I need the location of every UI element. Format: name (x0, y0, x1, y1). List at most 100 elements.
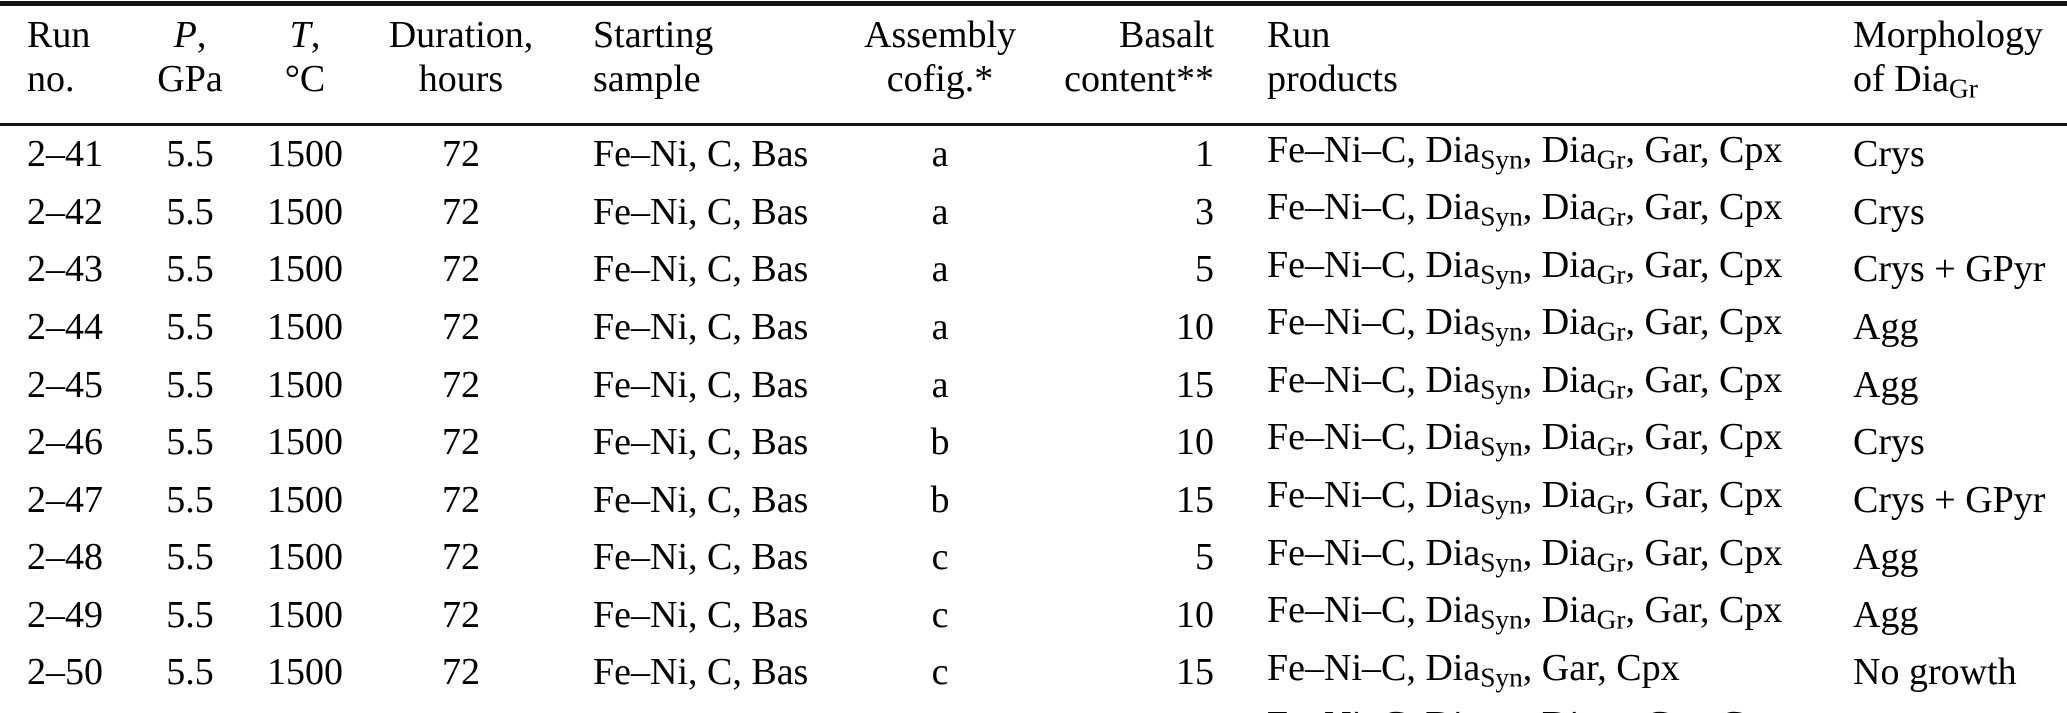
header-line-1: Assembly (864, 14, 1016, 56)
cell-assembly-config: c (931, 593, 949, 636)
cell-pressure: 5.5 (166, 478, 214, 521)
column-header-temperature: T, °C (245, 4, 365, 125)
cell-run-no: 2–46 (27, 421, 103, 464)
cell-run-products: Fe–Ni–C, DiaSyn, DiaGr, Gar, Cpx (1267, 358, 1783, 405)
cell-pressure: 5.5 (166, 248, 214, 291)
cell-basalt-content: 15 (1176, 651, 1214, 694)
cell-temperature: 1500 (267, 536, 343, 579)
column-header-pressure: P, GPa (135, 4, 245, 125)
cell-run-products: Fe–Ni–C, DiaSyn, DiaGr, Gar, Cpx (1216, 701, 1840, 713)
cell-morphology: Agg (1853, 536, 1919, 579)
cell-morphology: Agg (1853, 306, 1919, 349)
table-row: 2–42 5.5 1500 72 Fe–Ni, C, Bas a 3 Fe–Ni–C, Dia… (0, 183, 2067, 241)
column-header-starting-sample: Starting sample (557, 4, 860, 125)
cell-starting-sample: Fe–Ni, C, Bas (593, 593, 809, 636)
cell-run-products: Fe–Ni–C, DiaSyn, DiaGr, Gar, Cpx (1267, 128, 1783, 175)
header-line-1: Run (1267, 14, 1331, 56)
cell-pressure: 5.5 (166, 133, 214, 176)
column-header-duration: Duration, hours (365, 4, 557, 125)
cell-duration: 72 (442, 133, 480, 176)
header-line-1: Run (27, 14, 91, 56)
italic-text: P (173, 14, 197, 56)
column-header-assembly-config: Assembly cofig.* (860, 4, 1020, 125)
subscript-text: Syn (1480, 259, 1523, 290)
cell-run-no: 2–41 (27, 133, 103, 176)
cell-assembly-config: b (930, 478, 950, 521)
cell-run-no: 2–43 (27, 248, 103, 291)
cell-basalt-content: 10 (1176, 306, 1214, 349)
cell-assembly-config: a (931, 306, 949, 349)
cell-temperature: 1500 (267, 190, 343, 233)
cell-run-products: Fe–Ni–C, DiaSyn, DiaGr, Gar, Cpx (1267, 301, 1783, 347)
cell-run-products: Fe–Ni–C, DiaSyn, DiaGr, Gar, Cpx (1267, 589, 1783, 635)
table-row: 2–49 5.5 1500 72 Fe–Ni, C, Bas c 10 Fe–Ni–C, Di… (0, 586, 2067, 644)
cell-run-no: 2–51 (0, 701, 135, 713)
cell-assembly-config: c (931, 536, 949, 579)
column-header-basalt-content: Basalt content** (1020, 4, 1216, 125)
subscript-text: Syn (1480, 374, 1523, 405)
cell-morphology: Agg (1853, 363, 1919, 406)
subscript-text: Gr (1949, 73, 1978, 104)
cell-starting-sample: Fe–Ni, C, Bas (593, 536, 809, 579)
cell-duration: 72 (442, 190, 480, 233)
cell-basalt-content: 10 (1176, 593, 1214, 636)
header-line-2: GPa (157, 58, 223, 100)
cell-run-no: 2–45 (27, 363, 103, 406)
cell-basalt-content: 3 (1195, 190, 1214, 233)
cell-duration: 72 (442, 651, 480, 694)
table-header: Run no. P, GPa T, °C Duration, hours Starting sam… (0, 3, 2067, 125)
cell-basalt-content: 10 (1176, 421, 1214, 464)
cell-morphology: Crys (1853, 421, 1925, 464)
header-line-2: of DiaGr (1853, 58, 1978, 104)
cell-morphology: No growth (1853, 651, 2017, 694)
cell-temperature: 1500 (267, 593, 343, 636)
italic-text: T (289, 14, 311, 56)
cell-morphology: Crys (1853, 133, 1925, 176)
subscript-text: Syn (1480, 604, 1523, 635)
cell-basalt-content: 5 (1195, 248, 1214, 291)
subscript-text: Gr (1596, 144, 1626, 175)
cell-duration: 72 (442, 306, 480, 349)
cell-morphology: Crys + GPyr (1853, 478, 2046, 521)
header-line-1: Morphology (1853, 14, 2043, 56)
header-line-2: cofig.* (886, 58, 994, 100)
cell-temperature: 1500 (267, 133, 343, 176)
table-row: 2–48 5.5 1500 72 Fe–Ni, C, Bas c 5 Fe–Ni–C, Dia… (0, 529, 2067, 587)
cell-starting-sample: Fe–Ni, C, Bas (593, 651, 809, 694)
cell-pressure: 5.5 (135, 701, 245, 713)
cell-temperature: 1500 (267, 651, 343, 694)
cell-temperature: 1500 (267, 421, 343, 464)
cell-run-no: 2–44 (27, 306, 103, 349)
table-body: 2–41 5.5 1500 72 Fe–Ni, C, Bas a 1 Fe–Ni–C, Dia… (0, 124, 2067, 713)
header-line-2: content** (1064, 58, 1214, 100)
cell-temperature: 1500 (267, 306, 343, 349)
cell-run-products: Fe–Ni–C, DiaSyn, DiaGr, Gar, Cpx (1267, 473, 1783, 520)
header-line-1: P, (173, 14, 207, 56)
cell-pressure: 5.5 (166, 651, 214, 694)
header-line-1: Basalt (1119, 14, 1214, 56)
subscript-text: Gr (1596, 547, 1626, 578)
cell-assembly-config: a (931, 190, 949, 233)
cell-temperature: 1500 (267, 478, 343, 521)
table-row: 2–46 5.5 1500 72 Fe–Ni, C, Bas b 10 Fe–Ni–C, Di… (0, 413, 2067, 471)
cell-pressure: 5.5 (166, 363, 214, 406)
header-line-1: T, (289, 14, 321, 56)
cell-duration: 72 (365, 701, 557, 713)
cell-assembly-config: a (931, 133, 949, 176)
subscript-text: Gr (1596, 201, 1626, 232)
header-line-1: Starting (593, 14, 714, 56)
cell-basalt-content: 15 (1176, 478, 1214, 521)
subscript-text: Syn (1480, 201, 1523, 232)
cell-starting-sample: Fe–Ni, C, Bas (593, 133, 809, 176)
cell-temperature: 1500 (267, 363, 343, 406)
header-line-2: products (1267, 58, 1398, 100)
cell-basalt-content: 5 (1195, 536, 1214, 579)
cell-run-no: 2–42 (27, 190, 103, 233)
cell-starting-sample: Fe–Ni, C, Bas (557, 701, 860, 713)
cell-run-no: 2–49 (27, 593, 103, 636)
header-line-2: no. (27, 58, 75, 100)
subscript-text: Gr (1596, 316, 1626, 347)
cell-pressure: 5.5 (166, 593, 214, 636)
cell-temperature: 1500 (267, 248, 343, 291)
